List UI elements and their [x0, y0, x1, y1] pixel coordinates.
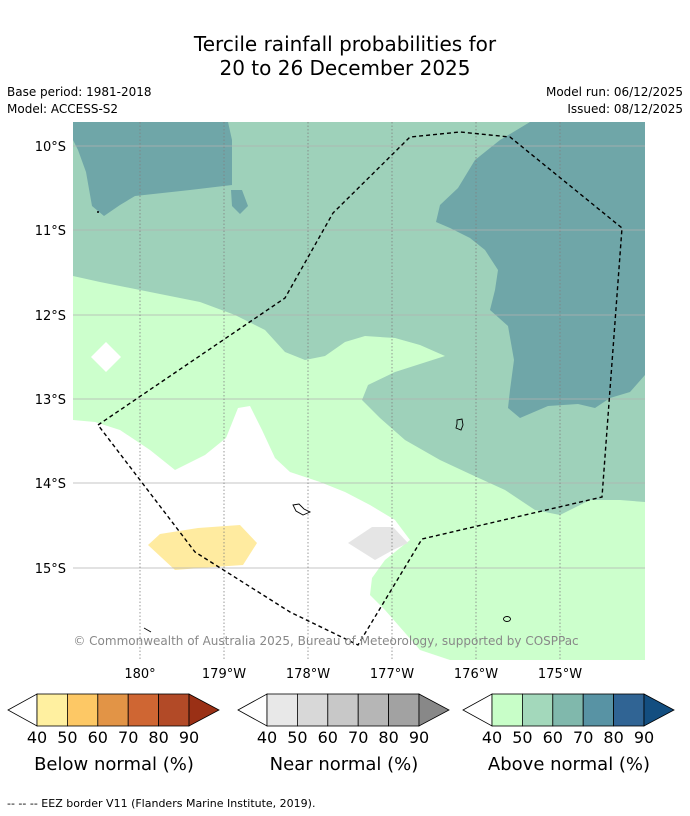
colorbar-tick-label: 80	[148, 728, 168, 747]
colorbar-tick-label: 50	[512, 728, 532, 747]
colorbar-tick-label: 50	[287, 728, 307, 747]
colorbar-tick-label: 80	[378, 728, 398, 747]
colorbar-segment	[296, 693, 329, 727]
model-name: Model: ACCESS-S2	[7, 102, 119, 116]
lon-label: 175°W	[538, 667, 582, 682]
below-normal-40-50-area	[148, 525, 257, 570]
colorbar-segment	[522, 693, 554, 727]
lat-label: 12°S	[35, 309, 66, 324]
colorbar-label-above: Above normal (%)	[487, 754, 651, 775]
colorbar-tick-label: 90	[634, 728, 654, 747]
colorbar-label-near: Near normal (%)	[269, 754, 419, 775]
latitude-gridlines	[73, 145, 645, 569]
lon-label: 177°W	[370, 667, 414, 682]
colorbar-tick-label: 50	[57, 728, 77, 747]
latitude-labels: 10°S 11°S 12°S 13°S 14°S 15°S	[35, 140, 66, 577]
copyright-notice: © Commonwealth of Australia 2025, Bureau…	[73, 634, 578, 648]
title-line-2: 20 to 26 December 2025	[219, 56, 471, 80]
lat-label: 14°S	[35, 477, 66, 492]
colorbar-near: 40 50 60 70 80 90	[237, 693, 450, 747]
colorbar-segment	[582, 693, 615, 727]
probability-field	[73, 122, 645, 660]
colorbar-tick-label: 90	[179, 728, 199, 747]
base-period: Base period: 1981-2018	[7, 85, 152, 99]
forecast-map: © Commonwealth of Australia 2025, Bureau…	[7, 122, 675, 747]
colorbar-segment	[158, 693, 190, 727]
colorbar-tick-label: 70	[573, 728, 593, 747]
longitude-labels: 180° 179°W 178°W 177°W 176°W 175°W	[124, 667, 582, 682]
island-outline-southwest	[143, 627, 152, 633]
eez-border	[96, 131, 623, 646]
colorbar-segment	[491, 693, 523, 727]
island-outline-south	[292, 503, 312, 516]
colorbar-tick-label: 70	[348, 728, 368, 747]
colorbar-tick-label: 40	[482, 728, 502, 747]
lon-label: 180°	[124, 667, 155, 682]
above-normal-60-70-area-islet	[231, 190, 248, 214]
colorbar-extend-low	[7, 693, 38, 727]
colorbar-tick-label: 70	[118, 728, 138, 747]
lon-label: 176°W	[454, 667, 498, 682]
colorbar-tick-label: 40	[27, 728, 47, 747]
colorbars: 40 50 60 70 80 90 40 50 60 70 80 90 40 50 60 70 80 90	[7, 693, 675, 747]
colorbar-tick-label: 60	[543, 728, 563, 747]
near-normal-patch-west	[91, 342, 121, 372]
colorbar-tick-label: 40	[257, 728, 277, 747]
lat-label: 11°S	[35, 224, 66, 239]
eez-legend-note: -- -- -- EEZ border V11 (Flanders Marine…	[7, 797, 316, 810]
colorbar-segment	[552, 693, 584, 727]
colorbar-tick-label: 90	[409, 728, 429, 747]
lat-label: 10°S	[35, 140, 66, 155]
colorbar-segment	[327, 693, 359, 727]
colorbar-segment	[36, 693, 68, 727]
island-dot	[97, 211, 99, 213]
lat-label: 13°S	[35, 393, 66, 408]
colorbar-tick-label: 60	[88, 728, 108, 747]
near-normal-40-50-area	[348, 527, 408, 560]
colorbar-segment	[127, 693, 159, 727]
colorbar-segment	[357, 693, 390, 727]
colorbar-extend-high	[188, 693, 220, 727]
colorbar-segment	[613, 693, 645, 727]
island-outline-east	[455, 418, 464, 431]
colorbar-segment	[97, 693, 129, 727]
colorbar-tick-label: 80	[603, 728, 623, 747]
colorbar-segment	[388, 693, 420, 727]
lon-label: 179°W	[202, 667, 246, 682]
colorbar-extend-low	[237, 693, 268, 727]
colorbar-extend-low	[462, 693, 493, 727]
colorbar-extend-high	[643, 693, 675, 727]
colorbar-tick-label: 60	[318, 728, 338, 747]
island-outline-southeast	[503, 616, 511, 622]
colorbar-above: 40 50 60 70 80 90	[462, 693, 675, 747]
colorbar-below: 40 50 60 70 80 90	[7, 693, 220, 747]
lon-label: 178°W	[286, 667, 330, 682]
lat-label: 15°S	[35, 562, 66, 577]
above-normal-60-70-area-east	[436, 122, 645, 418]
issued-date: Issued: 08/12/2025	[567, 102, 683, 116]
colorbar-segment	[67, 693, 99, 727]
model-run: Model run: 06/12/2025	[545, 85, 683, 99]
colorbar-extend-high	[418, 693, 450, 727]
colorbar-label-below: Below normal (%)	[34, 754, 194, 775]
colorbar-segment	[266, 693, 298, 727]
above-normal-60-70-area-northwest	[73, 122, 232, 216]
title-line-1: Tercile rainfall probabilities for	[193, 32, 497, 56]
